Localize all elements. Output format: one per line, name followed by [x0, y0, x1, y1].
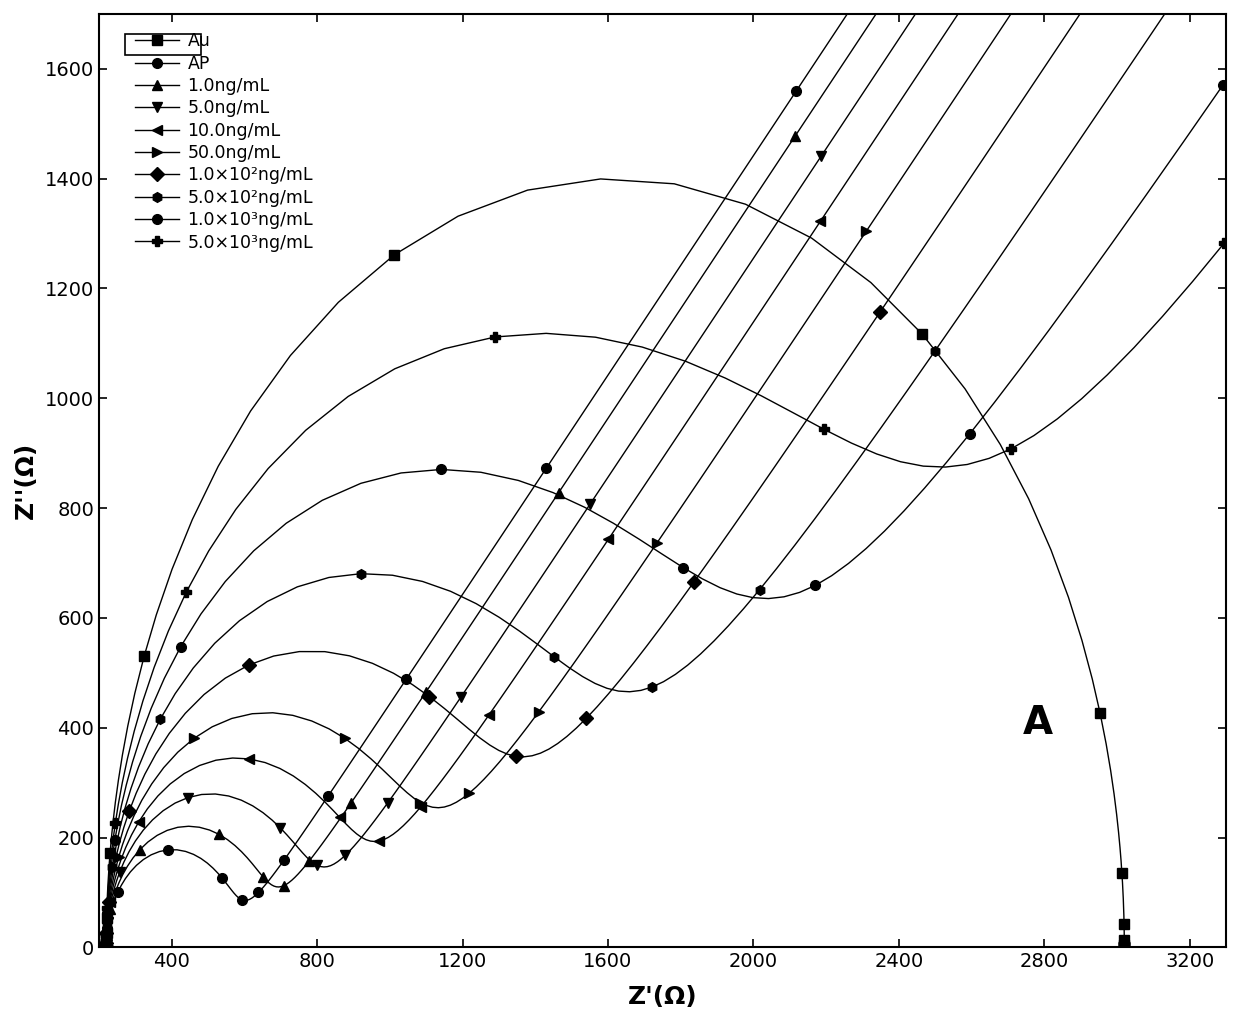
Legend: Au, AP, 1.0ng/mL, 5.0ng/mL, 10.0ng/mL, 50.0ng/mL, 1.0×10²ng/mL, 5.0×10²ng/mL, 1.: Au, AP, 1.0ng/mL, 5.0ng/mL, 10.0ng/mL, 5… [130, 28, 319, 257]
X-axis label: Z'(Ω): Z'(Ω) [627, 985, 697, 1009]
Y-axis label: Z''(Ω): Z''(Ω) [14, 442, 38, 520]
Text: A: A [1023, 704, 1053, 742]
